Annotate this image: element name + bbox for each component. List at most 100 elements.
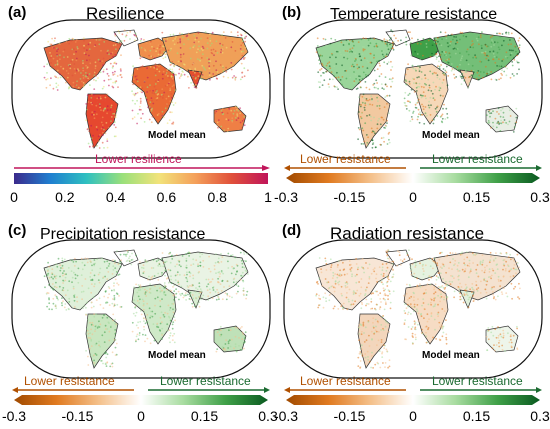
texture-dot	[79, 78, 82, 80]
texture-dot	[479, 71, 482, 73]
texture-dot	[228, 285, 231, 287]
colorbar	[14, 165, 270, 184]
texture-dot	[515, 261, 518, 264]
texture-dot	[135, 324, 138, 327]
texture-dot	[400, 39, 402, 42]
texture-dot	[360, 344, 363, 347]
texture-dot	[370, 292, 373, 295]
texture-dot	[105, 356, 108, 359]
texture-dot	[61, 264, 64, 267]
texture-dot	[369, 103, 371, 106]
texture-dot	[243, 251, 245, 253]
texture-dot	[123, 253, 125, 256]
texture-dot	[356, 289, 359, 292]
texture-dot	[388, 257, 390, 260]
texture-dot	[99, 106, 101, 109]
texture-dot	[89, 321, 91, 324]
texture-dot	[508, 341, 511, 344]
texture-dot	[242, 293, 245, 296]
texture-dot	[431, 119, 434, 122]
texture-dot	[502, 275, 505, 278]
texture-dot	[123, 29, 126, 32]
texture-dot	[451, 281, 454, 283]
texture-dot	[419, 111, 421, 114]
texture-dot	[443, 50, 446, 53]
texture-dot	[445, 107, 448, 110]
texture-dot	[170, 289, 173, 292]
texture-dot	[413, 320, 416, 323]
texture-dot	[498, 113, 500, 115]
texture-dot	[139, 97, 142, 100]
texture-dot	[47, 292, 50, 295]
texture-dot	[322, 71, 324, 74]
texture-dot	[242, 287, 245, 290]
texture-dot	[201, 75, 204, 77]
texture-dot	[217, 126, 219, 129]
texture-dot	[343, 54, 345, 56]
texture-dot	[170, 282, 173, 285]
texture-dot	[156, 114, 159, 116]
texture-dot	[170, 47, 173, 50]
texture-dot	[477, 36, 480, 39]
texture-dot	[365, 262, 367, 264]
texture-dot	[82, 67, 84, 69]
texture-dot	[183, 274, 186, 277]
texture-dot	[358, 75, 360, 77]
texture-dot	[221, 111, 224, 114]
texture-dot	[404, 79, 407, 81]
texture-dot	[154, 71, 157, 74]
texture-dot	[228, 295, 231, 298]
texture-dot	[235, 55, 238, 58]
colorbar-tick-label: -0.15	[333, 408, 366, 424]
texture-dot	[441, 51, 444, 53]
texture-dot	[101, 141, 104, 144]
texture-dot	[169, 68, 171, 71]
texture-dot	[210, 49, 213, 51]
texture-dot	[114, 259, 116, 262]
lower-resilience-label: Lower resilience	[95, 152, 182, 166]
texture-dot	[135, 283, 137, 286]
texture-dot	[433, 297, 436, 299]
texture-dot	[135, 35, 138, 38]
texture-dot	[219, 335, 222, 338]
texture-dot	[175, 292, 178, 295]
texture-dot	[421, 285, 424, 288]
texture-dot	[91, 113, 93, 116]
texture-dot	[75, 59, 78, 62]
texture-dot	[415, 102, 418, 104]
texture-dot	[169, 269, 172, 272]
colorbar	[284, 387, 542, 405]
texture-dot	[332, 286, 335, 289]
texture-dot	[348, 40, 350, 43]
panel-label: (c)	[8, 222, 27, 239]
texture-dot	[221, 256, 224, 258]
texture-dot	[90, 137, 93, 140]
texture-dot	[381, 269, 384, 272]
texture-dot	[480, 280, 482, 283]
texture-dot	[385, 55, 387, 58]
texture-dot	[446, 116, 449, 119]
texture-dot	[83, 264, 86, 267]
texture-dot	[215, 40, 218, 43]
texture-dot	[485, 291, 488, 294]
texture-dot	[200, 35, 203, 38]
texture-dot	[444, 291, 446, 293]
texture-dot	[93, 283, 96, 285]
texture-dot	[182, 71, 184, 73]
texture-dot	[102, 131, 104, 134]
texture-dot	[141, 112, 144, 115]
texture-dot	[102, 276, 105, 279]
texture-dot	[231, 76, 234, 79]
texture-dot	[390, 78, 393, 81]
texture-dot	[414, 264, 417, 267]
texture-dot	[170, 278, 173, 281]
texture-dot	[55, 281, 57, 284]
texture-dot	[437, 303, 439, 306]
texture-dot	[235, 280, 238, 283]
texture-dot	[498, 58, 500, 61]
texture-dot	[490, 274, 493, 277]
texture-dot	[113, 112, 116, 115]
texture-dot	[513, 264, 516, 266]
texture-dot	[321, 84, 324, 86]
texture-dot	[154, 66, 157, 68]
